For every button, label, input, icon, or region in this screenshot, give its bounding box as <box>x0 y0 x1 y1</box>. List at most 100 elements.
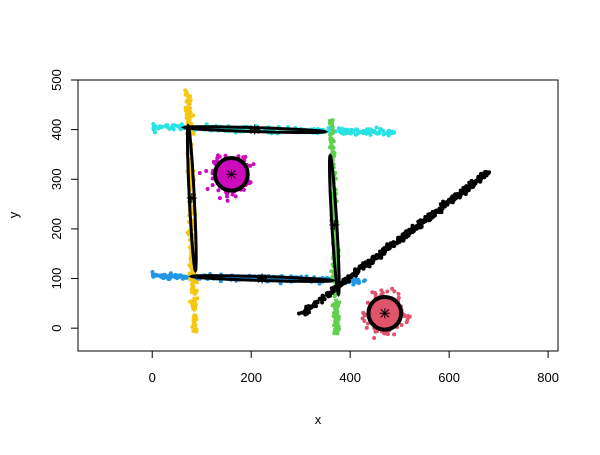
data-point <box>381 250 386 255</box>
data-point <box>191 113 196 118</box>
data-point <box>176 275 181 280</box>
data-point <box>194 327 199 332</box>
x-tick-label: 200 <box>240 370 262 385</box>
data-point <box>303 312 308 317</box>
data-point <box>162 272 167 277</box>
data-point <box>194 288 199 293</box>
data-point <box>190 324 195 329</box>
data-point <box>192 296 197 301</box>
data-point <box>335 331 340 336</box>
data-point <box>363 262 368 267</box>
cluster-ellipse <box>185 123 198 274</box>
data-point <box>391 244 396 249</box>
cluster-ellipse <box>328 153 341 298</box>
data-point <box>314 300 319 305</box>
data-point <box>330 118 335 123</box>
data-point <box>248 163 253 168</box>
data-point <box>387 128 392 133</box>
x-tick-label: 400 <box>339 370 361 385</box>
center-asterisk <box>187 193 197 203</box>
data-point <box>330 303 335 308</box>
data-point <box>392 332 397 337</box>
data-point <box>210 183 215 188</box>
center-asterisk <box>380 308 390 318</box>
y-axis-label: y <box>6 211 21 218</box>
cluster-ellipse <box>181 125 329 134</box>
data-point <box>372 130 377 135</box>
data-point <box>152 130 157 135</box>
data-point <box>243 154 248 159</box>
data-point <box>332 151 337 155</box>
data-point <box>436 209 441 214</box>
data-point <box>175 124 180 128</box>
data-point <box>410 226 415 231</box>
data-point <box>217 154 222 159</box>
data-point <box>377 131 382 136</box>
data-point <box>388 242 393 247</box>
data-point <box>371 258 375 263</box>
data-point <box>337 127 342 132</box>
data-point <box>192 307 197 312</box>
data-point <box>392 289 397 294</box>
x-tick-label: 600 <box>438 370 460 385</box>
data-point <box>368 132 373 137</box>
data-point <box>167 277 172 282</box>
data-point <box>355 128 360 133</box>
data-point <box>332 331 337 336</box>
data-point <box>190 290 195 295</box>
data-point <box>334 320 339 325</box>
data-point <box>326 125 331 130</box>
data-point <box>187 102 192 107</box>
data-point <box>184 90 189 94</box>
data-point <box>405 317 410 322</box>
data-point <box>179 122 184 127</box>
center-asterisk <box>227 169 236 179</box>
data-point <box>485 171 490 176</box>
data-point <box>418 223 423 228</box>
data-point <box>396 291 401 296</box>
data-point <box>151 274 156 279</box>
data-point <box>167 126 172 131</box>
data-point <box>155 273 160 278</box>
data-point <box>186 98 191 103</box>
data-point <box>342 129 347 134</box>
data-point <box>334 298 338 303</box>
data-point <box>463 192 468 196</box>
data-point <box>320 300 325 305</box>
data-point <box>191 284 196 289</box>
data-point <box>164 124 169 129</box>
data-point <box>191 318 196 323</box>
axes: 0 200 400 600 800 0 100 200 300 400 500 <box>49 69 559 385</box>
data-point <box>364 131 369 136</box>
data-point <box>331 139 336 144</box>
y-tick-label: 300 <box>49 168 64 190</box>
data-point <box>401 238 406 243</box>
data-point <box>247 181 252 186</box>
data-point <box>361 279 366 284</box>
data-point <box>230 192 235 197</box>
data-point <box>417 220 422 225</box>
data-point <box>410 223 415 228</box>
data-point <box>347 130 351 135</box>
data-point <box>170 123 175 128</box>
data-point <box>321 294 326 299</box>
data-point <box>185 106 190 111</box>
data-point <box>356 268 361 273</box>
data-point <box>347 279 351 284</box>
data-point <box>191 321 196 326</box>
data-point <box>467 184 472 189</box>
data-point <box>336 302 341 307</box>
x-tick-label: 800 <box>537 370 559 385</box>
x-tick-label: 0 <box>149 370 156 385</box>
data-point <box>396 237 401 242</box>
data-point <box>362 319 367 323</box>
data-point <box>374 125 379 130</box>
data-point <box>399 323 404 327</box>
data-point <box>191 131 196 136</box>
data-point <box>426 215 431 220</box>
data-point <box>225 198 230 203</box>
data-point <box>481 172 486 177</box>
ellipses-layer <box>181 123 404 332</box>
data-point <box>241 187 246 192</box>
